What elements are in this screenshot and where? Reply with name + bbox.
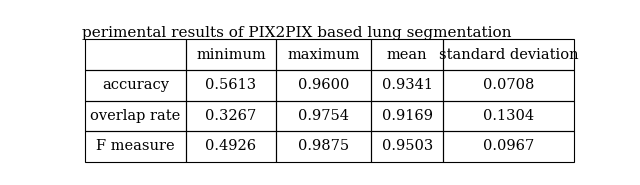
- Bar: [85, 131, 186, 162]
- Bar: [276, 70, 371, 101]
- Bar: [85, 100, 186, 131]
- Text: 0.5613: 0.5613: [205, 78, 257, 92]
- Bar: [186, 131, 276, 162]
- Text: 0.9754: 0.9754: [298, 109, 349, 123]
- Text: overlap rate: overlap rate: [90, 109, 180, 123]
- Text: minimum: minimum: [196, 48, 266, 62]
- Text: 0.3267: 0.3267: [205, 109, 257, 123]
- Bar: [444, 70, 573, 101]
- Text: standard deviation: standard deviation: [438, 48, 579, 62]
- Text: 0.9600: 0.9600: [298, 78, 349, 92]
- Text: accuracy: accuracy: [102, 78, 169, 92]
- Bar: [186, 100, 276, 131]
- Bar: [186, 39, 276, 70]
- Text: perimental results of PIX2PIX based lung segmentation: perimental results of PIX2PIX based lung…: [83, 26, 512, 41]
- Text: 0.9875: 0.9875: [298, 139, 349, 154]
- Text: 0.1304: 0.1304: [483, 109, 534, 123]
- Bar: [85, 39, 186, 70]
- Bar: [371, 131, 444, 162]
- Text: 0.9341: 0.9341: [382, 78, 433, 92]
- Bar: [444, 39, 573, 70]
- Text: 0.0967: 0.0967: [483, 139, 534, 154]
- Bar: [371, 39, 444, 70]
- Text: maximum: maximum: [287, 48, 360, 62]
- Text: 0.9169: 0.9169: [382, 109, 433, 123]
- Bar: [276, 39, 371, 70]
- Bar: [85, 70, 186, 101]
- Bar: [444, 100, 573, 131]
- Text: mean: mean: [387, 48, 428, 62]
- Bar: [444, 131, 573, 162]
- Bar: [371, 70, 444, 101]
- Text: F measure: F measure: [96, 139, 175, 154]
- Bar: [186, 70, 276, 101]
- Text: 0.4926: 0.4926: [205, 139, 257, 154]
- Bar: [276, 131, 371, 162]
- Bar: [371, 100, 444, 131]
- Text: 0.9503: 0.9503: [381, 139, 433, 154]
- Bar: [276, 100, 371, 131]
- Text: 0.0708: 0.0708: [483, 78, 534, 92]
